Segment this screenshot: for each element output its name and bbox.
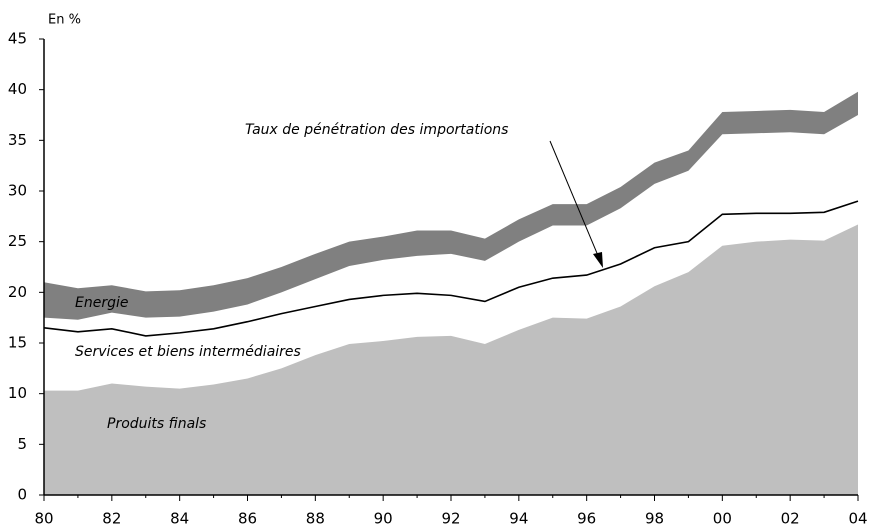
x-tick-label: 96 — [577, 510, 596, 528]
series-label: Taux de pénétration des importations — [245, 122, 508, 138]
x-tick-label: 84 — [170, 510, 189, 528]
x-tick-label: 90 — [374, 510, 393, 528]
x-tick-label: 82 — [102, 510, 121, 528]
x-tick-label: 00 — [713, 510, 732, 528]
y-tick-label: 0 — [17, 486, 27, 504]
area — [44, 224, 858, 495]
x-tick-label: 92 — [441, 510, 460, 528]
y-tick-label: 20 — [8, 283, 27, 301]
x-tick-label: 86 — [238, 510, 257, 528]
y-tick-label: 40 — [8, 80, 27, 98]
series-label: Energie — [75, 295, 128, 311]
x-tick-label: 88 — [306, 510, 325, 528]
y-tick-label: 45 — [8, 30, 27, 48]
line — [43, 200, 859, 337]
y-tick-label: 25 — [8, 232, 27, 250]
x-tick-label: 80 — [34, 510, 53, 528]
band — [44, 91, 858, 320]
series-label: Produits finals — [107, 416, 206, 432]
x-tick-label: 04 — [848, 510, 867, 528]
y-tick-label: 35 — [8, 131, 27, 149]
x-tick-label: 94 — [509, 510, 528, 528]
x-tick-label: 02 — [781, 510, 800, 528]
y-axis-label: En % — [48, 13, 81, 28]
y-tick-label: 5 — [17, 435, 27, 453]
y-tick-label: 30 — [8, 182, 27, 200]
x-tick-label: 98 — [645, 510, 664, 528]
y-tick-label: 10 — [8, 384, 27, 402]
y-tick-label: 15 — [8, 334, 27, 352]
arrow-head — [593, 252, 603, 268]
arrow — [549, 140, 600, 259]
annotation: Services et biens intermédiaires — [75, 344, 301, 360]
